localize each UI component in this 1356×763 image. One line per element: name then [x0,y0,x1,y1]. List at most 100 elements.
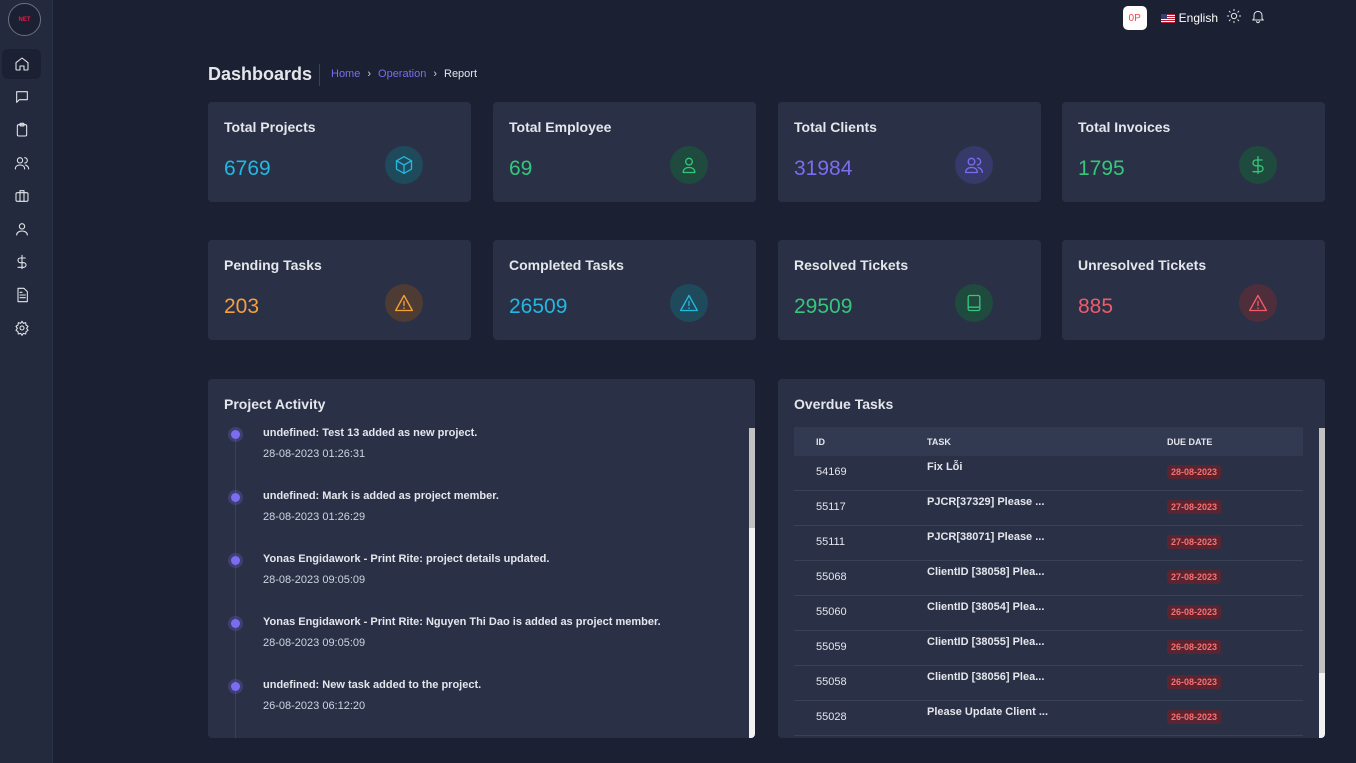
column-header-id[interactable]: ID [816,436,825,447]
due-date-badge: 26-08-2023 [1167,710,1222,724]
nav-home[interactable] [2,49,41,79]
theme-toggle-button[interactable] [1226,8,1242,29]
task-name[interactable]: ClientID [38058] Plea... [927,566,1045,578]
task-id: 55028 [816,711,847,723]
stat-card-total-clients[interactable]: Total Clients 31984 [778,102,1041,202]
activity-scrollbar[interactable] [749,428,755,738]
stat-card-total-employee[interactable]: Total Employee 69 [493,102,756,202]
stat-card-total-projects[interactable]: Total Projects 6769 [208,102,471,202]
warning-icon [1249,294,1267,312]
stat-value: 26509 [509,295,568,318]
stat-label: Pending Tasks [224,257,322,273]
nav-briefcase[interactable] [2,181,41,211]
task-id: 55059 [816,641,847,653]
stat-value: 6769 [224,157,271,180]
stat-label: Total Projects [224,119,316,135]
task-id: 55058 [816,676,847,688]
timeline-dot [231,556,240,565]
stat-value: 1795 [1078,157,1125,180]
activity-time: 28-08-2023 01:26:29 [263,511,366,523]
table-row[interactable]: 55117 PJCR[37329] Please ... 27-08-2023 [794,491,1303,526]
stat-card-pending-tasks[interactable]: Pending Tasks 203 [208,240,471,340]
logo-text: NET [18,16,31,23]
timeline-dot [231,619,240,628]
warning-icon [395,294,413,312]
task-name[interactable]: Fix Lỗi [927,461,963,473]
user-icon [15,223,28,236]
breadcrumb-current: Report [444,68,478,80]
table-row[interactable]: 55068 ClientID [38058] Plea... 27-08-202… [794,561,1303,596]
timeline-dot [231,682,240,691]
task-name[interactable]: Please Update Client ... [927,706,1049,718]
scrollbar-thumb[interactable] [749,428,755,528]
breadcrumb-home[interactable]: Home [331,68,361,80]
scrollbar-thumb[interactable] [1319,428,1325,673]
task-name[interactable]: ClientID [38056] Plea... [927,671,1045,683]
table-row[interactable]: 55028 Please Update Client ... 26-08-202… [794,701,1303,736]
task-id: 55111 [816,536,845,548]
stat-label: Unresolved Tickets [1078,257,1207,273]
dollar-icon [16,254,27,270]
due-date-badge: 26-08-2023 [1167,605,1222,619]
breadcrumb-operation[interactable]: Operation [378,68,427,80]
sidebar: NET [0,0,53,763]
task-name[interactable]: PJCR[37329] Please ... [927,496,1045,508]
stat-card-total-invoices[interactable]: Total Invoices 1795 [1062,102,1325,202]
language-selector[interactable]: English [1160,11,1218,25]
nav-document[interactable] [2,280,41,310]
activity-time: 28-08-2023 01:26:31 [263,448,366,460]
activity-time: 28-08-2023 09:05:09 [263,574,366,586]
language-label: English [1178,11,1218,25]
app-logo[interactable]: NET [8,3,41,36]
us-flag-icon [1160,13,1175,23]
due-date-badge: 28-08-2023 [1167,465,1222,479]
stat-card-resolved-tickets[interactable]: Resolved Tickets 29509 [778,240,1041,340]
user-icon [682,157,696,174]
task-id: 55117 [816,501,846,513]
nav-users[interactable] [2,148,41,178]
nav-clipboard[interactable] [2,115,41,145]
due-date-badge: 26-08-2023 [1167,675,1222,689]
box-icon [395,156,413,174]
chevron-right-icon: › [367,68,372,80]
dollar-icon [1252,156,1264,174]
stat-card-completed-tasks[interactable]: Completed Tasks 26509 [493,240,756,340]
panel-title: Overdue Tasks [794,396,894,412]
panel-title: Project Activity [224,396,326,412]
activity-text: Yonas Engidawork - Print Rite: Nguyen Th… [263,616,661,628]
column-header-task[interactable]: TASK [927,436,951,447]
task-name[interactable]: PJCR[38071] Please ... [927,531,1045,543]
due-date-badge: 26-08-2023 [1167,640,1222,654]
table-row[interactable]: 55058 ClientID [38056] Plea... 26-08-202… [794,666,1303,701]
activity-text: undefined: New task added to the project… [263,679,482,691]
nav-settings[interactable] [2,313,41,343]
table-row[interactable]: 54169 Fix Lỗi 28-08-2023 [794,456,1303,491]
stat-icon-wrap [1239,146,1277,184]
task-name[interactable]: ClientID [38054] Plea... [927,601,1045,613]
warning-icon [680,294,698,312]
notifications-button[interactable] [1250,8,1266,29]
stat-card-unresolved-tickets[interactable]: Unresolved Tickets 885 [1062,240,1325,340]
table-row[interactable]: 55060 ClientID [38054] Plea... 26-08-202… [794,596,1303,631]
stat-icon-wrap [955,284,993,322]
column-header-due-date[interactable]: DUE DATE [1167,436,1213,447]
avatar[interactable]: 0P [1122,6,1147,30]
stat-value: 885 [1078,295,1114,318]
table-row[interactable]: 55111 PJCR[38071] Please ... 27-08-2023 [794,526,1303,561]
stat-icon-wrap [955,146,993,184]
gear-icon [14,320,29,336]
overdue-scrollbar[interactable] [1319,428,1325,738]
task-id: 54169 [816,466,847,478]
stat-icon-wrap [385,284,423,322]
nav-dollar[interactable] [2,247,41,277]
stat-label: Total Invoices [1078,119,1171,135]
stat-label: Completed Tasks [509,257,624,273]
table-row[interactable]: 55059 ClientID [38055] Plea... 26-08-202… [794,631,1303,666]
activity-time: 26-08-2023 06:12:20 [263,700,366,712]
nav-chat[interactable] [2,82,41,112]
stat-value: 29509 [794,295,853,318]
nav-user[interactable] [2,214,41,244]
chevron-right-icon: › [433,68,437,80]
timeline-dot [231,493,240,502]
task-name[interactable]: ClientID [38055] Plea... [927,636,1045,648]
